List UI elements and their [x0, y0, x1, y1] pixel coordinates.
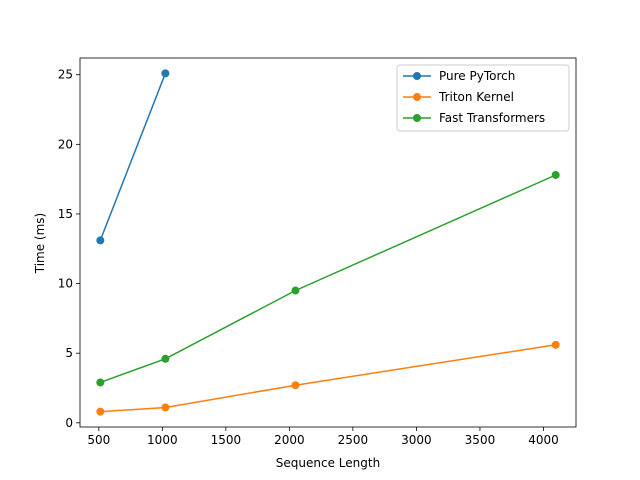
x-tick-label: 1000 — [147, 433, 178, 447]
data-point — [551, 170, 560, 179]
data-point — [96, 236, 105, 245]
legend-swatch-marker — [413, 114, 421, 122]
series-line — [100, 174, 557, 384]
y-axis: 0 5 10 15 20 25 — [58, 68, 80, 430]
legend: Pure PyTorch Triton Kernel Fast Transforme… — [396, 64, 570, 132]
data-point — [291, 286, 300, 295]
x-tick-label: 3500 — [465, 433, 496, 447]
legend-box — [396, 64, 570, 132]
data-point — [291, 381, 300, 390]
plot-area — [79, 57, 577, 428]
series-line — [100, 344, 556, 413]
x-tick-label: 500 — [87, 433, 110, 447]
legend-label: Pure PyTorch — [439, 69, 515, 83]
x-tick-label: 2500 — [338, 433, 369, 447]
data-point — [551, 340, 560, 349]
legend-label: Triton Kernel — [438, 90, 514, 104]
series-line — [99, 73, 167, 241]
y-tick-label: 15 — [58, 207, 73, 221]
y-axis-label: Time (ms) — [33, 213, 47, 275]
y-tick-label: 25 — [58, 68, 73, 82]
data-point — [161, 354, 170, 363]
x-axis: 500 1000 1500 2000 2500 3000 3500 4000 — [87, 427, 559, 447]
x-tick-label: 4000 — [528, 433, 559, 447]
x-axis-label: Sequence Length — [276, 456, 380, 470]
x-tick-label: 1500 — [211, 433, 242, 447]
legend-label: Fast Transformers — [439, 111, 545, 125]
y-tick-label: 0 — [65, 416, 73, 430]
y-tick-label: 5 — [65, 346, 73, 360]
data-point — [161, 69, 170, 78]
data-point — [161, 403, 170, 412]
y-tick-label: 20 — [58, 137, 73, 151]
data-point — [96, 378, 105, 387]
legend-swatch-marker — [413, 93, 421, 101]
y-tick-label: 10 — [58, 277, 73, 291]
data-point — [96, 407, 105, 416]
axes-frame — [79, 57, 577, 428]
x-tick-label: 2000 — [274, 433, 305, 447]
x-tick-label: 3000 — [401, 433, 432, 447]
legend-swatch-marker — [413, 72, 421, 80]
